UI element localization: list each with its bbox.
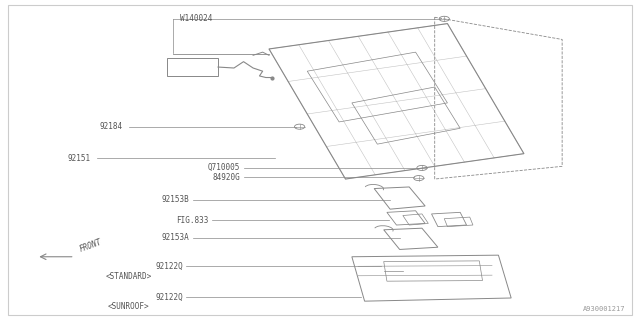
Text: 92122Q: 92122Q (156, 292, 183, 301)
Text: Q710005: Q710005 (208, 164, 241, 172)
Text: W140024: W140024 (180, 14, 212, 23)
Text: 92153A: 92153A (162, 233, 189, 242)
Text: 92184: 92184 (99, 122, 122, 131)
Text: A930001217: A930001217 (584, 306, 626, 312)
Text: <SUNROOF>: <SUNROOF> (108, 302, 150, 311)
Text: 92122Q: 92122Q (156, 262, 183, 271)
Text: 84920G: 84920G (212, 172, 241, 182)
Text: FRONT: FRONT (78, 237, 102, 253)
Text: 92153B: 92153B (162, 195, 189, 204)
Text: 92151: 92151 (67, 154, 91, 163)
Text: <STANDARD>: <STANDARD> (106, 272, 152, 281)
Text: FIG.833: FIG.833 (176, 216, 209, 225)
